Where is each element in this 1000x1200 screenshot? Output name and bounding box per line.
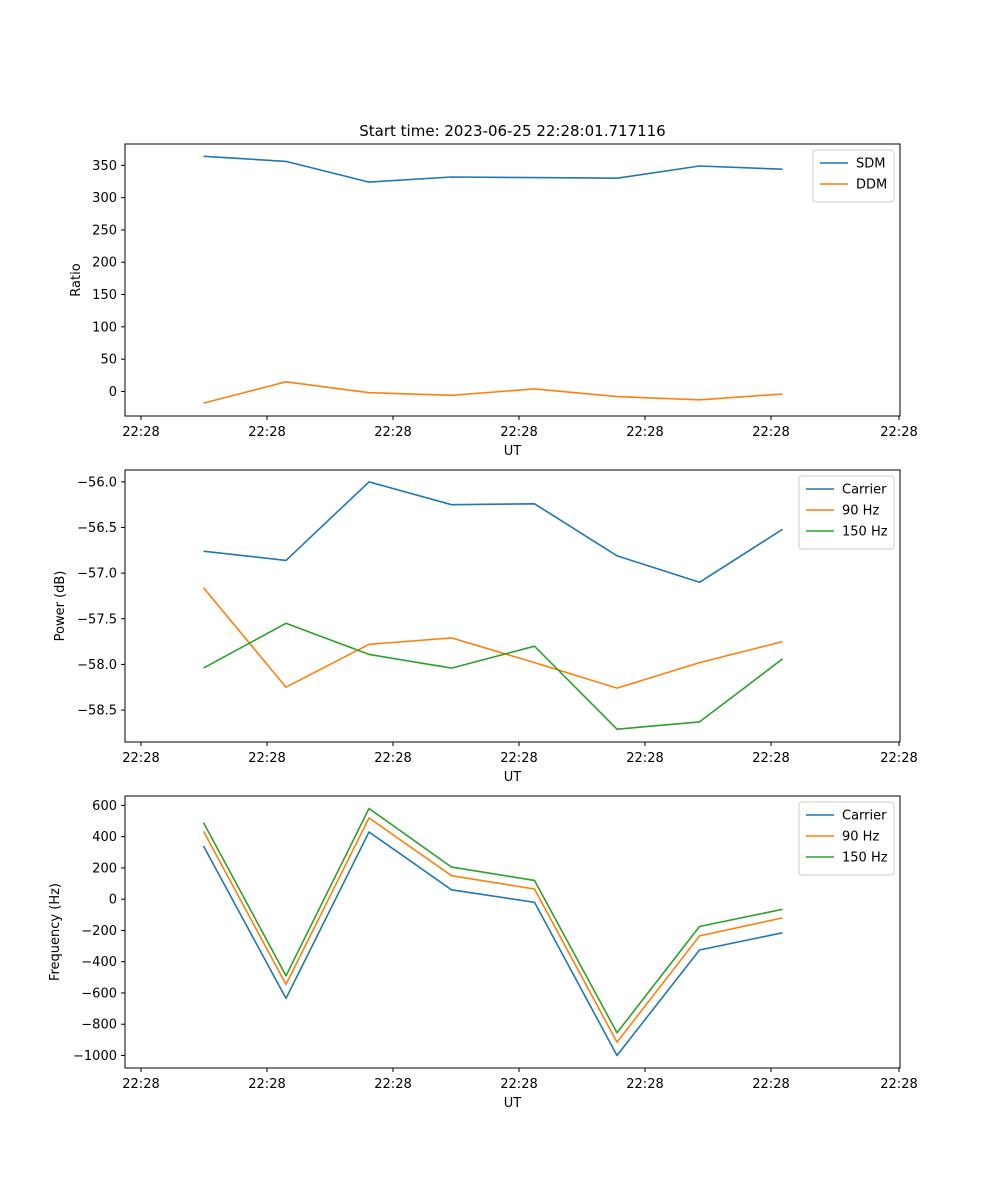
x-tick-label: 22:28 xyxy=(122,1077,159,1092)
y-tick-label: −800 xyxy=(81,1018,117,1033)
x-tick-label: 22:28 xyxy=(752,751,789,766)
y-tick-label: 50 xyxy=(100,353,117,368)
x-tick-label: 22:28 xyxy=(626,425,663,440)
x-tick-label: 22:28 xyxy=(880,1077,917,1092)
y-tick-label: −400 xyxy=(81,955,117,970)
x-axis-label: UT xyxy=(504,444,522,459)
y-tick-label: 150 xyxy=(92,288,117,303)
legend: Carrier 90 Hz 150 Hz xyxy=(798,475,895,550)
y-tick-label: 200 xyxy=(92,861,117,876)
x-tick-label: 22:28 xyxy=(880,751,917,766)
y-tick-label: −57.0 xyxy=(77,567,117,582)
y-tick-label: 0 xyxy=(109,385,117,400)
series-line-sdm xyxy=(203,155,783,183)
y-tick-label: −56.5 xyxy=(77,521,117,536)
x-tick-label: 22:28 xyxy=(500,751,537,766)
x-axis-label: UT xyxy=(504,770,522,785)
y-tick-label: −600 xyxy=(81,986,117,1001)
x-tick-label: 22:28 xyxy=(374,1077,411,1092)
legend-entry-label: Carrier xyxy=(842,483,887,498)
x-tick-label: 22:28 xyxy=(752,425,789,440)
x-tick-label: 22:28 xyxy=(374,751,411,766)
legend-entry-label: SDM xyxy=(856,157,885,172)
series-line-150-hz xyxy=(203,622,783,731)
x-tick-label: 22:28 xyxy=(500,1077,537,1092)
y-tick-label: 250 xyxy=(92,223,117,238)
subplot-1: 22:28 22:28 22:28 22:28 22:28 22:28 22:28 0 50 10… xyxy=(69,143,918,459)
series-line-carrier xyxy=(203,481,783,584)
series-line-150-hz xyxy=(202,807,783,1034)
y-tick-label: 0 xyxy=(109,893,117,908)
y-tick-label: 100 xyxy=(92,320,117,335)
y-tick-label: −56.0 xyxy=(77,475,117,490)
y-tick-label: −57.5 xyxy=(77,612,117,627)
x-axis-label: UT xyxy=(504,1096,522,1111)
x-tick-label: 22:28 xyxy=(374,425,411,440)
plot-frame xyxy=(124,795,901,1069)
x-tick-label: 22:28 xyxy=(122,425,159,440)
y-tick-label: 200 xyxy=(92,256,117,271)
y-axis-label: Power (dB) xyxy=(53,571,68,642)
series-line-90-hz xyxy=(202,817,783,1043)
legend-entry-label: 90 Hz xyxy=(842,830,879,845)
legend-entry-label: 90 Hz xyxy=(842,504,879,519)
legend-entry-label: 150 Hz xyxy=(842,525,888,540)
plot-frame xyxy=(124,143,901,417)
x-tick-label: 22:28 xyxy=(626,1077,663,1092)
x-tick-label: 22:28 xyxy=(626,751,663,766)
x-tick-label: 22:28 xyxy=(122,751,159,766)
y-tick-label: 600 xyxy=(92,799,117,814)
plot-frame xyxy=(124,469,901,743)
x-tick-label: 22:28 xyxy=(752,1077,789,1092)
y-tick-label: −1000 xyxy=(73,1049,117,1064)
x-tick-label: 22:28 xyxy=(880,425,917,440)
legend: SDM DDM xyxy=(812,149,895,203)
y-axis-label: Ratio xyxy=(69,263,84,296)
x-tick-label: 22:28 xyxy=(500,425,537,440)
y-tick-label: −200 xyxy=(81,924,117,939)
series-line-90-hz xyxy=(202,587,783,689)
y-tick-label: 400 xyxy=(92,830,117,845)
y-axis-label: Frequency (Hz) xyxy=(48,883,63,981)
x-tick-label: 22:28 xyxy=(248,1077,285,1092)
legend-entry-label: DDM xyxy=(856,178,887,193)
plots-container: 22:28 22:28 22:28 22:28 22:28 22:28 22:28 0 50 10… xyxy=(48,143,918,1111)
subplot-2: 22:28 22:28 22:28 22:28 22:28 22:28 22:28 −56.0… xyxy=(53,469,918,785)
subplot-3: 22:28 22:28 22:28 22:28 22:28 22:28 22:28 600 40… xyxy=(48,795,918,1111)
figure-title: Start time: 2023-06-25 22:28:01.717116 xyxy=(359,122,665,140)
y-tick-label: −58.0 xyxy=(77,658,117,673)
x-tick-label: 22:28 xyxy=(248,751,285,766)
x-tick-label: 22:28 xyxy=(248,425,285,440)
legend: Carrier 90 Hz 150 Hz xyxy=(798,801,895,876)
y-tick-label: 300 xyxy=(92,191,117,206)
legend-entry-label: Carrier xyxy=(842,809,887,824)
y-tick-label: −58.5 xyxy=(77,704,117,719)
legend-entry-label: 150 Hz xyxy=(842,851,888,866)
series-line-carrier xyxy=(202,831,783,1057)
series-line-ddm xyxy=(203,380,783,404)
y-tick-label: 350 xyxy=(92,159,117,174)
